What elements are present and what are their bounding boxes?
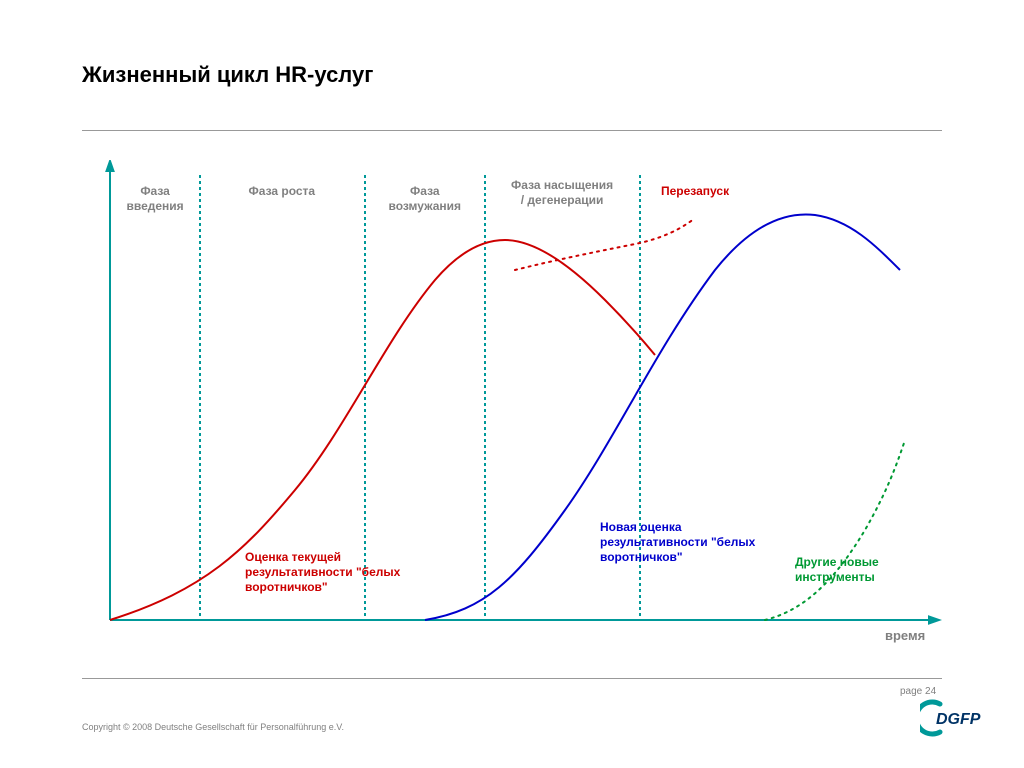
phase-label-4: Перезапуск	[661, 184, 729, 199]
logo: DGFP	[920, 698, 990, 738]
phase-label-3: Фаза насыщения / дегенерации	[511, 178, 613, 208]
annotation-2: Другие новые инструменты	[795, 555, 879, 585]
phase-label-0: Фаза введения	[127, 184, 184, 214]
annotation-0: Оценка текущей результативности "белых в…	[245, 550, 400, 595]
x-axis-arrow	[928, 615, 942, 625]
chart-area: Фаза введения Фаза роста Фаза возмужания Фа…	[95, 160, 945, 650]
logo-text: DGFP	[936, 711, 981, 728]
page-title: Жизненный цикл HR-услуг	[82, 62, 373, 88]
page-number: page 24	[900, 686, 936, 697]
separator-top	[82, 130, 942, 131]
curve-green-dotted	[765, 440, 905, 620]
curve-red-dotted	[515, 218, 695, 270]
phase-label-2: Фаза возмужания	[389, 184, 462, 214]
x-axis-label: время	[885, 628, 925, 643]
logo-svg: DGFP	[920, 698, 990, 738]
phase-label-1: Фаза роста	[249, 184, 316, 199]
y-axis-arrow	[105, 160, 115, 172]
copyright: Copyright © 2008 Deutsche Gesellschaft f…	[82, 722, 344, 732]
separator-bottom	[82, 678, 942, 679]
slide: Жизненный цикл HR-услуг Фаза введенияФаз…	[0, 0, 1024, 768]
annotation-1: Новая оценка результативности "белых вор…	[600, 520, 755, 565]
